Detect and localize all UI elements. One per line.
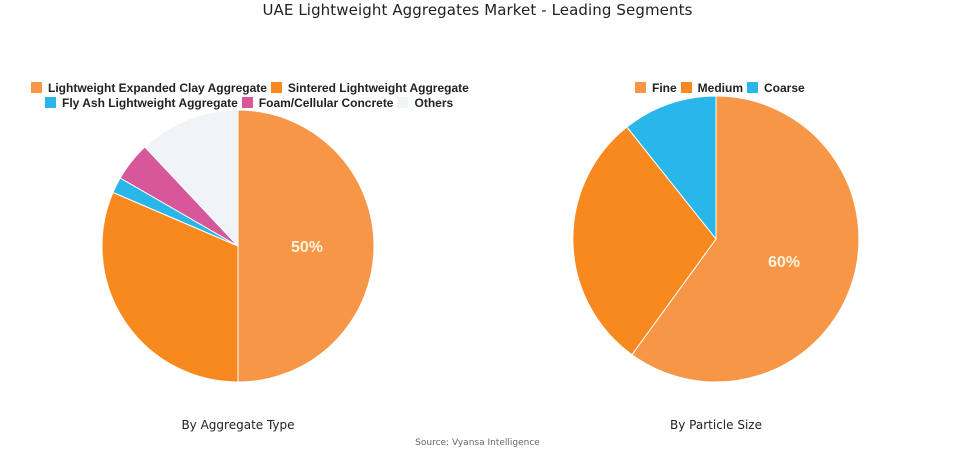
legend-row-2: Fly Ash Lightweight Aggregate Foam/Cellu… xyxy=(45,95,473,110)
swatch-icon xyxy=(397,97,409,108)
legend-aggregate-type: Lightweight Expanded Clay Aggregate Sint… xyxy=(31,80,473,110)
slice-expanded-clay[interactable] xyxy=(237,109,375,383)
swatch-icon xyxy=(747,82,759,93)
pie-aggregate-type xyxy=(101,109,375,383)
legend-label: Medium xyxy=(697,80,744,95)
legend-label: Fine xyxy=(652,80,677,95)
legend-item-fine[interactable]: Fine xyxy=(635,81,677,95)
source-note: Source: Vyansa Intelligence xyxy=(415,438,540,448)
legend-item-coarse[interactable]: Coarse xyxy=(747,81,805,95)
legend-label: Lightweight Expanded Clay Aggregate xyxy=(48,80,267,95)
legend-label: Coarse xyxy=(764,80,805,95)
subtitle-aggregate-type: By Aggregate Type xyxy=(181,418,295,432)
legend-label: Fly Ash Lightweight Aggregate xyxy=(62,95,238,110)
legend-item-foam-concrete[interactable]: Foam/Cellular Concrete xyxy=(241,95,394,110)
subtitle-particle-size: By Particle Size xyxy=(670,418,762,432)
swatch-icon xyxy=(680,82,692,93)
legend-row-1: Lightweight Expanded Clay Aggregate Sint… xyxy=(31,80,473,95)
pie-particle-size xyxy=(572,95,860,383)
legend-label: Sintered Lightweight Aggregate xyxy=(287,80,469,95)
swatch-icon xyxy=(635,82,646,93)
legend-item-sintered[interactable]: Sintered Lightweight Aggregate xyxy=(270,80,469,95)
legend-item-medium[interactable]: Medium xyxy=(680,80,744,95)
legend-particle-size: Fine Medium Coarse xyxy=(635,80,809,95)
swatch-icon xyxy=(241,97,253,108)
legend-label: Foam/Cellular Concrete xyxy=(258,95,394,110)
slice-fine[interactable] xyxy=(631,95,860,383)
slice-sintered[interactable] xyxy=(101,191,239,383)
swatch-icon xyxy=(45,97,56,108)
slice-coarse[interactable] xyxy=(626,95,717,241)
legend-item-expanded-clay[interactable]: Lightweight Expanded Clay Aggregate xyxy=(31,81,267,95)
legend-row-1: Fine Medium Coarse xyxy=(635,80,809,95)
slice-label-expanded-clay: 50% xyxy=(291,239,323,256)
legend-label: Others xyxy=(414,95,454,110)
slice-others[interactable] xyxy=(144,109,239,248)
chart-title: UAE Lightweight Aggregates Market - Lead… xyxy=(262,1,693,19)
legend-item-others[interactable]: Others xyxy=(397,96,453,110)
legend-item-fly-ash[interactable]: Fly Ash Lightweight Aggregate xyxy=(45,96,238,110)
swatch-icon xyxy=(31,82,42,93)
slice-medium[interactable] xyxy=(572,126,717,356)
slice-label-fine: 60% xyxy=(768,254,800,271)
swatch-icon xyxy=(270,82,282,93)
